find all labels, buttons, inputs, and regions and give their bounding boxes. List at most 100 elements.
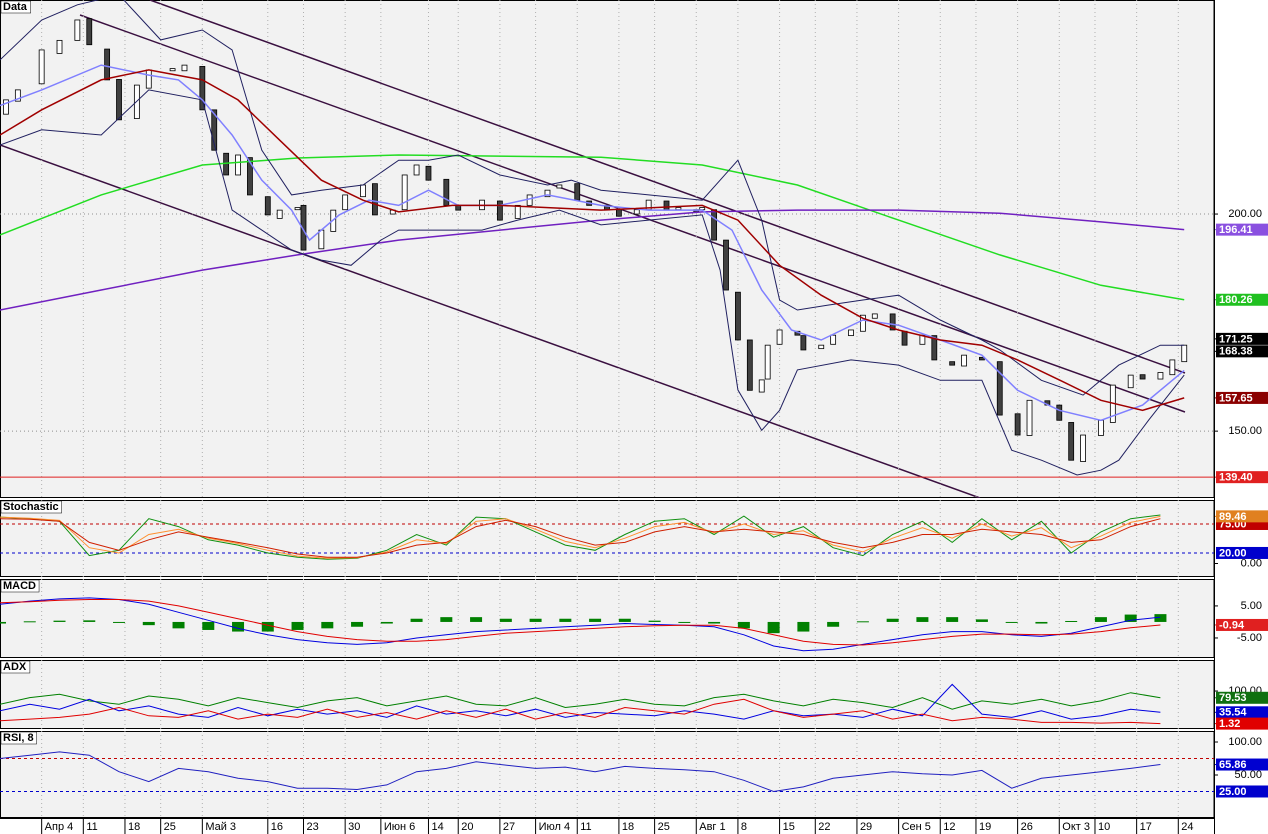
price-label: 139.40 bbox=[1219, 472, 1253, 484]
histogram-bar bbox=[380, 621, 393, 624]
price-label-box bbox=[1216, 332, 1268, 345]
candle bbox=[425, 165, 432, 181]
histogram-bar bbox=[559, 618, 572, 622]
panel-title-bg bbox=[0, 660, 31, 674]
panel-content bbox=[0, 0, 1214, 498]
x-tick-label: 26 bbox=[1021, 821, 1033, 833]
panel-content bbox=[0, 731, 1214, 818]
candle bbox=[544, 189, 551, 198]
series-line bbox=[0, 515, 1161, 559]
candle bbox=[574, 183, 581, 201]
panel bbox=[0, 579, 1215, 658]
candle bbox=[830, 334, 837, 345]
histogram-bar bbox=[261, 621, 274, 632]
candle bbox=[496, 200, 503, 221]
candle bbox=[372, 183, 378, 216]
histogram-bar bbox=[291, 621, 304, 630]
candle bbox=[264, 196, 271, 216]
candle bbox=[1127, 374, 1134, 389]
reference-label: 20.00 bbox=[1219, 547, 1247, 559]
series-line bbox=[0, 154, 1185, 301]
x-tick-label: 23 bbox=[307, 821, 319, 833]
x-tick-label: 24 bbox=[1181, 821, 1193, 833]
price-label: 65.86 bbox=[1219, 759, 1247, 771]
price-label: 1.32 bbox=[1219, 718, 1240, 730]
candle bbox=[181, 64, 188, 72]
candle bbox=[663, 200, 670, 211]
series-line bbox=[0, 751, 1161, 793]
candle bbox=[800, 335, 807, 351]
price-label: 168.38 bbox=[1219, 346, 1253, 358]
x-tick-label: Окт 3 bbox=[1062, 821, 1090, 833]
candle bbox=[1139, 374, 1146, 380]
x-tick-label: 14 bbox=[431, 821, 443, 833]
candle bbox=[735, 291, 741, 341]
candle bbox=[526, 194, 533, 206]
series-line bbox=[0, 64, 1185, 422]
x-tick-label: 20 bbox=[461, 821, 473, 833]
candle bbox=[776, 329, 783, 345]
x-tick-label: 29 bbox=[860, 821, 872, 833]
panel-title: MACD bbox=[3, 580, 36, 592]
x-tick-label: 15 bbox=[783, 821, 795, 833]
histogram-bar bbox=[232, 621, 245, 632]
y-tick-label: 100.00 bbox=[1228, 736, 1262, 748]
candle bbox=[211, 109, 218, 151]
trend-line bbox=[79, 14, 1186, 413]
candle bbox=[318, 229, 325, 250]
panel-title: Data bbox=[3, 1, 28, 13]
panel-title-bg bbox=[0, 579, 40, 593]
candle bbox=[342, 194, 349, 211]
trend-line bbox=[0, 144, 981, 498]
candle bbox=[616, 209, 622, 217]
y-tick-label: 150.00 bbox=[1228, 425, 1262, 437]
histogram-bar bbox=[737, 621, 750, 629]
candle bbox=[889, 313, 896, 331]
price-label: 35.54 bbox=[1219, 707, 1247, 719]
panel-title: ADX bbox=[3, 661, 27, 673]
x-tick-label: Сен 5 bbox=[902, 821, 931, 833]
histogram-bar bbox=[440, 617, 453, 622]
candle bbox=[633, 209, 640, 215]
candle bbox=[758, 379, 765, 393]
panel bbox=[0, 500, 1215, 577]
panel-title-bg bbox=[0, 0, 31, 14]
candle bbox=[746, 339, 753, 391]
candle bbox=[931, 335, 938, 361]
x-tick-label: Июл 4 bbox=[539, 821, 571, 833]
y-tick-label: 5.00 bbox=[1241, 600, 1262, 612]
y-tick-label: 50.00 bbox=[1234, 769, 1262, 781]
candle bbox=[145, 69, 152, 89]
x-tick-label: 8 bbox=[741, 821, 747, 833]
price-label: 79.53 bbox=[1219, 692, 1247, 704]
price-label-box bbox=[1216, 293, 1268, 306]
panel bbox=[0, 731, 1215, 818]
price-label: 89.46 bbox=[1219, 511, 1247, 523]
candle bbox=[86, 18, 93, 46]
candle bbox=[901, 330, 908, 346]
candle bbox=[711, 209, 718, 241]
reference-label: 25.00 bbox=[1219, 786, 1247, 798]
candle bbox=[116, 79, 122, 121]
histogram-bar bbox=[1124, 614, 1137, 622]
price-label: 180.26 bbox=[1219, 294, 1253, 306]
histogram-bar bbox=[797, 621, 810, 632]
candle bbox=[1169, 359, 1176, 376]
price-label: 171.25 bbox=[1219, 333, 1253, 345]
candle bbox=[199, 66, 206, 111]
histogram-bar bbox=[529, 618, 542, 622]
series-line bbox=[0, 89, 1185, 476]
histogram-bar bbox=[113, 621, 126, 623]
candle bbox=[3, 99, 9, 115]
candle bbox=[514, 204, 521, 219]
candle bbox=[764, 344, 771, 380]
candle bbox=[443, 178, 450, 206]
candle bbox=[169, 68, 176, 72]
x-tick-label: 19 bbox=[979, 821, 991, 833]
x-tick-label: 18 bbox=[128, 821, 140, 833]
candle bbox=[1181, 344, 1188, 363]
